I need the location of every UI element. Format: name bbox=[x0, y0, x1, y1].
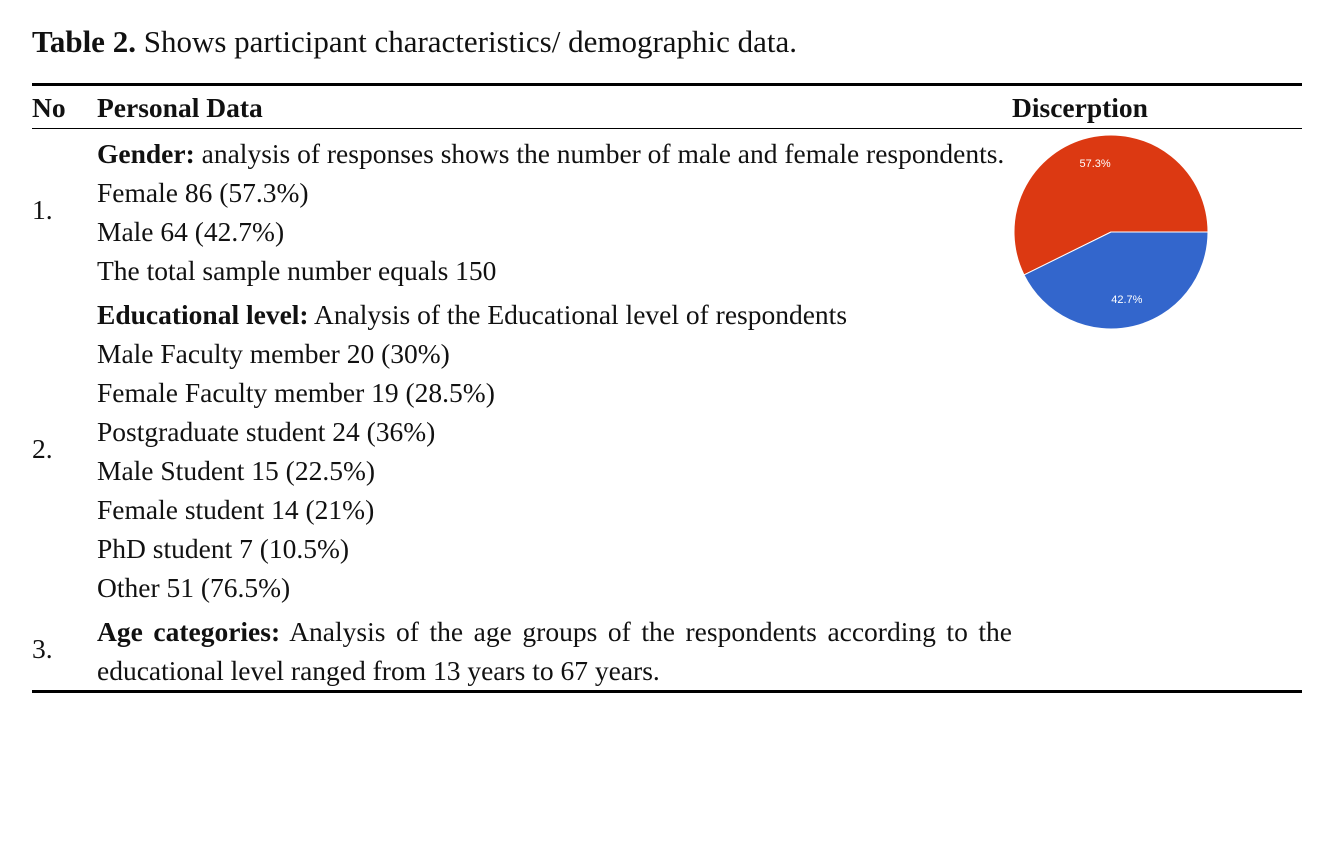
line: PhD student 7 (10.5%) bbox=[97, 533, 350, 564]
line: Female Faculty member 19 (28.5%) bbox=[97, 377, 495, 408]
personal-data: Educational level: Analysis of the Educa… bbox=[97, 290, 1012, 607]
intro: Gender: analysis of responses shows the … bbox=[97, 134, 1012, 173]
pie-chart: 57.3% 42.7% bbox=[1013, 134, 1209, 330]
line: Other 51 (76.5%) bbox=[97, 572, 291, 603]
row: 3. Age categories: Analysis of the age gr… bbox=[32, 607, 1302, 692]
heading: Gender: bbox=[97, 138, 195, 169]
caption-text: Shows participant characteristics/ demog… bbox=[143, 24, 798, 59]
line: Male Faculty member 20 (30%) bbox=[97, 338, 450, 369]
caption: Table 2. Shows participant characteristi… bbox=[32, 24, 797, 60]
personal-data: Gender: analysis of responses shows the … bbox=[97, 129, 1012, 291]
personal-data: Age categories: Analysis of the age grou… bbox=[97, 607, 1012, 692]
header: No bbox=[32, 92, 66, 123]
slice-label: 42.7% bbox=[1111, 294, 1142, 306]
row: 2. Educational level: Analysis of the Edu… bbox=[32, 290, 1302, 607]
intro: Educational level: Analysis of the Educa… bbox=[97, 295, 1012, 334]
row-number: 1. bbox=[32, 194, 53, 225]
heading: Educational level: bbox=[97, 299, 309, 330]
line: Male Student 15 (22.5%) bbox=[97, 455, 376, 486]
heading: Age categories: bbox=[97, 616, 281, 647]
line: Postgraduate student 24 (36%) bbox=[97, 416, 436, 447]
pie-slice bbox=[1023, 231, 1209, 330]
row-number: 3. bbox=[32, 633, 53, 664]
header: Personal Data bbox=[97, 92, 263, 123]
line: Male 64 (42.7%) bbox=[97, 216, 285, 247]
row: 1. Gender: analysis of responses shows th… bbox=[32, 129, 1302, 291]
intro-text: Analysis of the Educational level of res… bbox=[313, 299, 848, 330]
pie-slice bbox=[1013, 134, 1209, 276]
line: Female 86 (57.3%) bbox=[97, 177, 309, 208]
slice-label: 57.3% bbox=[1080, 158, 1111, 170]
intro-text: Analysis of the age groups of the respon… bbox=[97, 616, 1013, 686]
intro-text: analysis of responses shows the number o… bbox=[201, 138, 1005, 169]
description bbox=[1012, 607, 1302, 692]
row-number: 2. bbox=[32, 433, 53, 464]
caption-label: Table 2. bbox=[32, 24, 136, 59]
intro: Age categories: Analysis of the age grou… bbox=[97, 612, 1012, 690]
header: Discerption bbox=[1012, 92, 1148, 123]
table: No Personal Data Discerption 1. Gender: a… bbox=[32, 83, 1302, 693]
header-row: No Personal Data Discerption bbox=[32, 84, 1302, 129]
line: Female student 14 (21%) bbox=[97, 494, 375, 525]
line: The total sample number equals 150 bbox=[97, 255, 497, 286]
table-body: 1. Gender: analysis of responses shows th… bbox=[32, 129, 1302, 692]
